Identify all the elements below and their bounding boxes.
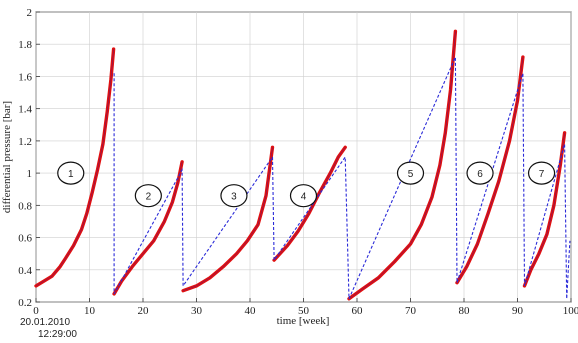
x-tick-label: 70 (405, 305, 417, 317)
cycle-label: 2 (146, 192, 152, 203)
ticks: 0 10 20 30 40 50 60 70 80 90 100 0.2 0.4 0.6 0.8 1 1.2 1.… (18, 7, 578, 317)
x-tick-label: 20 (138, 305, 150, 317)
y-tick-label: 0.6 (18, 233, 32, 245)
series-line-trace (273, 147, 346, 261)
grid (35, 11, 572, 303)
series-line-trace (113, 161, 183, 295)
y-tick-label: 1.8 (18, 39, 32, 51)
x-tick-label: 100 (563, 305, 578, 317)
cycle-label: 3 (231, 192, 237, 203)
cycle-marker (57, 161, 85, 185)
x-tick-label: 0 (33, 305, 39, 317)
cycle-label: 5 (408, 169, 414, 180)
y-tick-label: 1.2 (18, 136, 32, 148)
x-axis-label: time [week] (277, 315, 330, 327)
x-tick-label: 80 (459, 305, 471, 317)
series-line-trace (524, 132, 565, 286)
cycle-marker (220, 184, 248, 208)
x-tick-label: 60 (352, 305, 364, 317)
cycle-marker (289, 184, 318, 208)
series-line-trace (456, 57, 524, 283)
series-line-trace (35, 49, 114, 287)
x-tick-label: 90 (512, 305, 524, 317)
y-tick-label: 0.2 (18, 297, 32, 309)
series-line-dashed (113, 56, 571, 300)
x-tick-label: 30 (191, 305, 203, 317)
y-tick-label: 0.8 (18, 200, 32, 212)
cycle-marker (527, 161, 556, 185)
start-date: 20.01.2010 (20, 317, 70, 328)
cycle-label: 7 (539, 169, 545, 180)
cycle-label: 6 (477, 169, 483, 180)
cycle-marker (134, 184, 162, 208)
y-tick-label: 1.6 (18, 71, 32, 83)
series-line-trace (183, 147, 273, 291)
x-tick-label: 10 (84, 305, 96, 317)
annotations: 1 2 3 4 5 6 7 (57, 161, 556, 208)
series-line-trace (348, 31, 456, 300)
cycle-marker (396, 161, 425, 185)
cycle-label: 4 (301, 192, 307, 203)
x-tick-label: 50 (298, 305, 310, 317)
cycle-marker (466, 161, 494, 185)
series-layer (34, 29, 571, 301)
y-tick-label: 1 (27, 168, 33, 180)
y-tick-label: 1.4 (18, 104, 32, 116)
x-tick-label: 40 (245, 305, 257, 317)
y-tick-label: 2 (27, 7, 33, 19)
cycle-label: 1 (68, 169, 74, 180)
y-axis-label: differential pressure [bar] (1, 101, 13, 213)
y-tick-label: 0.4 (18, 265, 32, 277)
start-time: 12:29:00 (38, 329, 77, 338)
